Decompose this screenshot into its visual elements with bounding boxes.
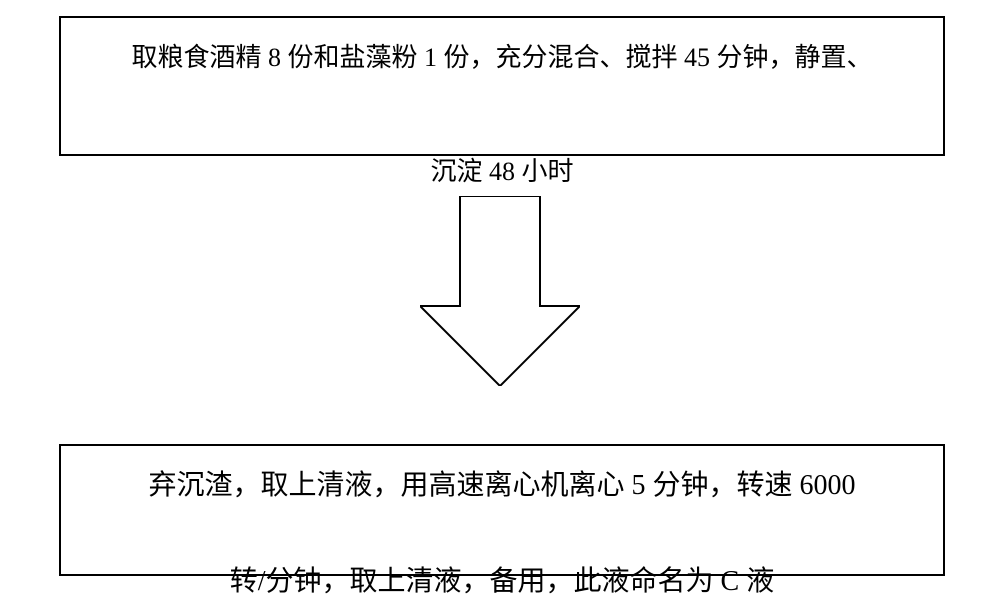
- down-arrow: [420, 196, 580, 391]
- process-box-step2: 弃沉渣，取上清液，用高速离心机离心 5 分钟，转速 6000 转/分钟，取上清液…: [59, 444, 945, 576]
- step2-line2: 转/分钟，取上清液，备用，此液命名为 C 液: [230, 566, 774, 597]
- process-text-step2: 弃沉渣，取上清液，用高速离心机离心 5 分钟，转速 6000 转/分钟，取上清液…: [148, 415, 855, 605]
- process-text-step1: 取粮食酒精 8 份和盐藻粉 1 份，充分混合、搅拌 45 分钟，静置、 沉淀 4…: [131, 0, 872, 200]
- process-box-step1: 取粮食酒精 8 份和盐藻粉 1 份，充分混合、搅拌 45 分钟，静置、 沉淀 4…: [59, 16, 945, 156]
- step1-line2: 沉淀 48 小时: [430, 157, 573, 186]
- flowchart-canvas: 取粮食酒精 8 份和盐藻粉 1 份，充分混合、搅拌 45 分钟，静置、 沉淀 4…: [0, 0, 1000, 608]
- step2-line1: 弃沉渣，取上清液，用高速离心机离心 5 分钟，转速 6000: [148, 470, 855, 501]
- step1-line1: 取粮食酒精 8 份和盐藻粉 1 份，充分混合、搅拌 45 分钟，静置、: [131, 43, 872, 72]
- arrow-icon: [420, 196, 580, 386]
